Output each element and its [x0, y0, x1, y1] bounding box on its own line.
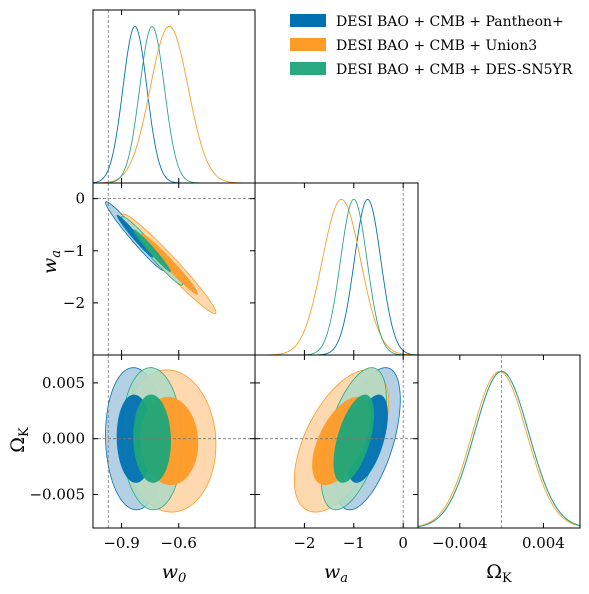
y-axis-label-wa: wa: [39, 250, 64, 274]
x-tick-label-wa: −2: [293, 534, 315, 552]
diag-panel-ok: [418, 355, 580, 528]
density-curve-wa-series-2: [255, 198, 418, 355]
legend-swatch-3: [290, 62, 326, 75]
y-tick-label-ok: 0.005: [42, 374, 85, 392]
x-axis-label-wa: wa: [324, 561, 348, 586]
axis-label-main: w: [324, 561, 340, 583]
y-tick-label-ok: −0.005: [29, 486, 85, 504]
x-tick-label-w0: −0.9: [103, 534, 139, 552]
density-curve-wa-series-1: [255, 198, 418, 355]
contour68-series-3: [333, 394, 375, 483]
axis-label-sub: K: [17, 427, 32, 437]
density-curve-ok-series-1: [418, 370, 580, 528]
diag-frame-wa: [254, 182, 419, 356]
x-tick-label-ok: −0.004: [432, 534, 488, 552]
contour68-series-1: [116, 214, 154, 258]
x-axis-label-ok: ΩK: [486, 561, 512, 586]
density-curve-wa-series-3: [255, 198, 418, 355]
y-axis-label-ok: ΩK: [7, 427, 32, 453]
axis-label-sub: a: [49, 250, 64, 258]
diag-panel-w0: [93, 10, 255, 183]
axis-label-sub: a: [340, 571, 348, 586]
axis-label-sub: K: [502, 571, 512, 586]
legend-swatch-2: [290, 38, 326, 51]
y-tick-label-wa: −1: [63, 242, 85, 260]
diag-frame-w0: [92, 9, 256, 184]
density-curve-w0-series-2: [93, 25, 255, 183]
y-tick-label-wa: −2: [63, 294, 85, 312]
legend: DESI BAO + CMB + Pantheon+ DESI BAO + CMB…: [290, 14, 573, 78]
x-tick-label-wa: 0: [398, 534, 408, 552]
density-curve-ok-series-2: [418, 370, 580, 527]
contour-panel-w0-ok: [93, 355, 255, 528]
x-axis-label-w0: w0: [162, 561, 187, 586]
y-tick-label-wa: 0: [75, 190, 85, 208]
x-tick-label-ok: 0.004: [522, 534, 565, 552]
contour-panel-wa-ok: [255, 355, 418, 528]
diag-frame-ok: [417, 354, 581, 529]
contour-panel-w0-wa: [93, 183, 255, 355]
contour68-series-3: [133, 394, 171, 483]
contour-frame-wa-ok: [254, 354, 419, 529]
density-curve-w0-series-3: [93, 25, 255, 183]
density-curve-ok-series-3: [418, 370, 580, 528]
contour68-series-2: [140, 232, 199, 295]
axis-label-main: w: [162, 561, 178, 583]
density-curve-w0-series-1: [93, 25, 255, 183]
axis-label-main: Ω: [7, 437, 29, 453]
legend-swatch-1: [290, 14, 326, 27]
legend-label-3: DESI BAO + CMB + DES-SN5YR: [336, 62, 573, 78]
legend-label-2: DESI BAO + CMB + Union3: [336, 38, 537, 54]
x-tick-label-wa: −1: [343, 534, 365, 552]
axis-label-sub: 0: [178, 571, 186, 586]
contour68-series-3: [133, 229, 171, 273]
legend-label-1: DESI BAO + CMB + Pantheon+: [336, 14, 564, 30]
diag-panel-wa: [255, 183, 418, 355]
y-tick-label-ok: 0.000: [42, 430, 85, 448]
axis-label-main: w: [39, 258, 61, 274]
axis-label-main: Ω: [486, 561, 502, 583]
x-tick-label-w0: −0.6: [161, 534, 197, 552]
